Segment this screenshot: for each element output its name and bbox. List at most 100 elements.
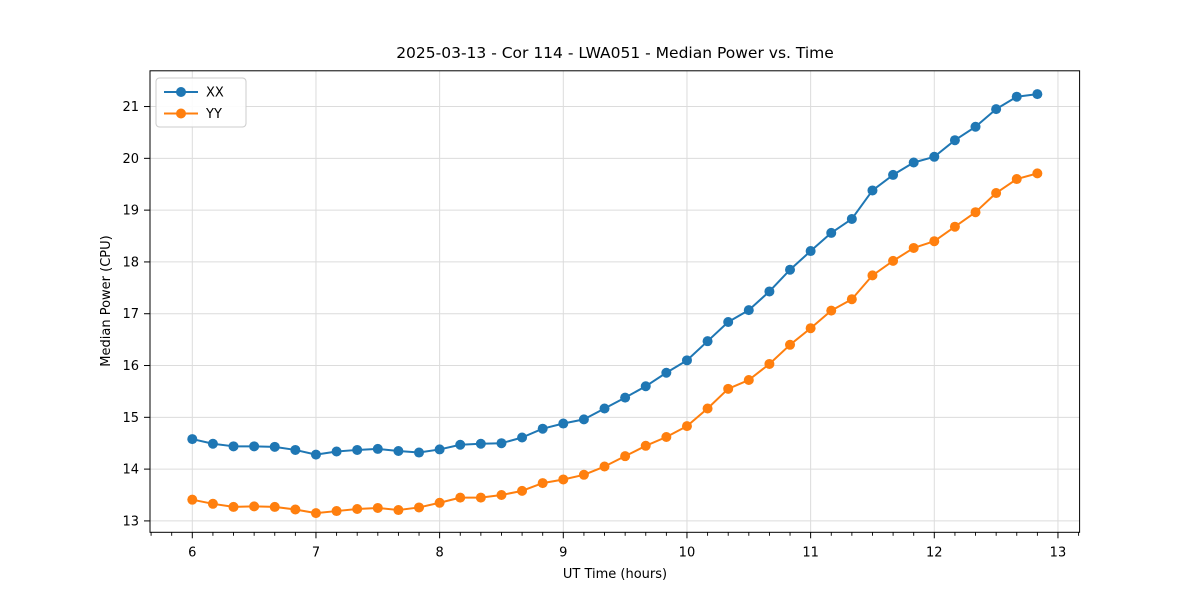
series-YY-point xyxy=(187,494,198,505)
series-YY-point xyxy=(970,207,981,218)
series-YY-point xyxy=(455,492,466,503)
series-XX-point xyxy=(496,438,507,449)
series-XX-point xyxy=(640,381,651,392)
series-layer xyxy=(187,89,1043,519)
x-tick-label: 13 xyxy=(1050,545,1067,560)
series-XX-point xyxy=(249,441,260,452)
series-XX-point xyxy=(187,434,198,445)
series-XX-point xyxy=(352,444,363,455)
series-YY-point xyxy=(764,358,775,369)
series-XX-point xyxy=(558,418,569,429)
x-tick-label: 11 xyxy=(802,545,819,560)
series-YY-point xyxy=(249,501,260,512)
series-XX-point xyxy=(867,185,878,196)
x-tick-label: 9 xyxy=(559,545,567,560)
series-XX-point xyxy=(537,423,548,434)
series-XX-point xyxy=(578,414,589,425)
y-tick-label: 14 xyxy=(122,463,139,478)
series-YY-point xyxy=(929,236,940,247)
y-tick-label: 15 xyxy=(122,411,139,426)
series-YY-point xyxy=(578,469,589,480)
series-XX-point xyxy=(929,151,940,162)
series-XX-line xyxy=(191,93,1039,456)
series-XX-point xyxy=(372,443,383,454)
series-XX-point xyxy=(805,246,816,257)
x-tick-label: 12 xyxy=(926,545,943,560)
series-XX-point xyxy=(908,157,919,168)
series-YY-point xyxy=(805,323,816,334)
series-YY-point xyxy=(661,432,672,442)
x-tick-label: 7 xyxy=(312,545,320,560)
series-YY-point xyxy=(290,504,301,515)
series-YY-point xyxy=(352,503,363,514)
legend-label: XX xyxy=(206,86,224,101)
series-YY-point xyxy=(331,506,342,517)
series-YY-point xyxy=(702,403,713,414)
series-YY-point xyxy=(517,485,528,496)
series-YY-point xyxy=(558,474,569,485)
series-YY-point xyxy=(640,440,651,451)
series-YY-point xyxy=(949,221,960,232)
series-XX-point xyxy=(269,441,280,452)
x-axis-label: UT Time (hours) xyxy=(563,567,667,582)
series-YY-point xyxy=(475,492,486,503)
series-YY-point xyxy=(496,490,507,501)
x-tick-label: 6 xyxy=(188,545,196,560)
series-YY-point xyxy=(1032,168,1043,179)
series-XX-point xyxy=(599,403,610,414)
y-tick-label: 17 xyxy=(122,307,139,322)
legend-marker xyxy=(176,108,186,119)
series-XX-point xyxy=(414,447,425,458)
series-YY-point xyxy=(743,375,754,386)
series-XX-point xyxy=(723,317,734,328)
legend-item-YY: YY xyxy=(164,107,222,122)
legend-item-XX: XX xyxy=(164,86,224,101)
legend-box xyxy=(155,77,247,128)
y-tick-label: 19 xyxy=(122,204,139,219)
series-XX-point xyxy=(310,449,321,460)
series-XX-point xyxy=(620,392,631,403)
series-XX-point xyxy=(475,438,486,449)
series-XX-point xyxy=(681,355,692,366)
series-XX-point xyxy=(826,227,837,238)
series-YY-point xyxy=(826,305,837,316)
series-YY-point xyxy=(310,508,321,519)
legend: XX YY xyxy=(155,77,247,128)
plot-area-border xyxy=(149,70,1081,533)
series-XX-point xyxy=(702,336,713,347)
series-YY-point xyxy=(991,188,1002,199)
series-YY-point xyxy=(537,478,548,489)
series-XX-point xyxy=(991,104,1002,115)
series-YY-point xyxy=(599,461,610,472)
series-YY-point xyxy=(414,502,425,513)
series-YY-point xyxy=(228,501,239,512)
series-YY-point xyxy=(867,270,878,281)
series-XX-point xyxy=(455,439,466,450)
series-XX-point xyxy=(228,441,239,452)
series-XX-point xyxy=(949,135,960,146)
series-XX-point xyxy=(1011,91,1022,102)
x-tick-label: 10 xyxy=(679,545,696,560)
series-XX-point xyxy=(785,264,796,275)
series-XX-point xyxy=(207,438,218,449)
series-XX-point xyxy=(743,305,754,316)
series-YY-point xyxy=(207,498,218,509)
series-XX-point xyxy=(290,444,301,455)
series-YY-point xyxy=(1011,174,1022,185)
y-axis-label: Median Power (CPU) xyxy=(99,235,114,366)
y-tick-label: 20 xyxy=(122,152,139,167)
y-tick-label: 21 xyxy=(122,100,139,115)
series-XX-point xyxy=(517,432,528,443)
series-XX-point xyxy=(434,444,445,455)
series-YY-point xyxy=(372,502,383,513)
grid-layer xyxy=(150,70,1080,533)
series-XX-point xyxy=(764,286,775,297)
series-YY-point xyxy=(723,383,734,394)
series-XX-point xyxy=(846,213,857,224)
series-YY-line xyxy=(191,172,1039,515)
series-YY-point xyxy=(434,497,445,508)
series-XX-point xyxy=(888,169,899,180)
series-YY-point xyxy=(846,294,857,305)
